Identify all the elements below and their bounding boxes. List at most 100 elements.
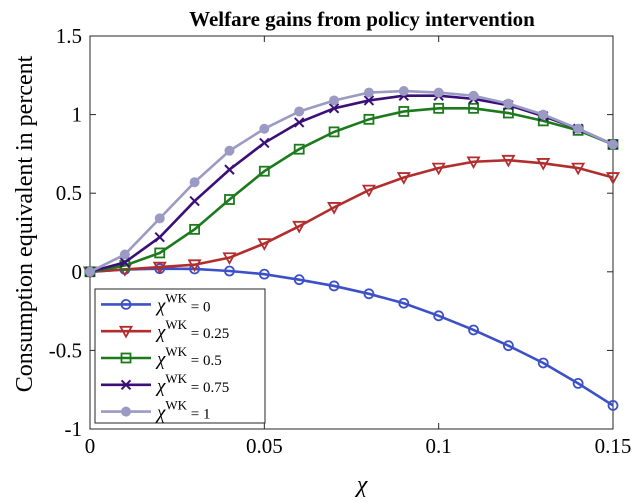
- x-tick-label: 0.1: [426, 434, 452, 458]
- data-point: [398, 297, 410, 309]
- data-point: [85, 266, 95, 277]
- data-point: [189, 195, 200, 207]
- data-point: [327, 202, 342, 215]
- legend-symbol: χ: [155, 349, 166, 370]
- legend-label: χWK = 0.25: [155, 317, 229, 343]
- y-axis-label: Consumption equivalent in percent: [12, 55, 38, 392]
- x-marker-stroke: [363, 95, 375, 106]
- legend-box: [94, 288, 266, 424]
- legend-value: = 0.75: [187, 380, 229, 396]
- data-point: [398, 106, 410, 117]
- data-point: [538, 109, 549, 120]
- x-marker-stroke: [154, 232, 165, 243]
- series-1: [82, 154, 621, 280]
- y-tick-label: -0.5: [49, 338, 82, 362]
- legend-symbol: χ: [155, 295, 166, 316]
- data-point: [259, 123, 270, 134]
- axes-frame: [89, 35, 614, 430]
- x-marker-stroke: [189, 195, 200, 207]
- data-point: [468, 90, 479, 101]
- data-point: [466, 156, 481, 170]
- legend-superscript: WK: [165, 344, 187, 359]
- legend-superscript: WK: [165, 371, 187, 386]
- y-tick-label: 0: [72, 260, 83, 284]
- legend-value: = 1: [187, 407, 210, 423]
- legend-marker: [121, 406, 131, 417]
- data-point: [257, 238, 272, 251]
- legend-label: χWK = 1: [155, 398, 211, 424]
- x-marker-stroke: [293, 117, 305, 128]
- data-point: [361, 184, 376, 198]
- data-point: [536, 158, 551, 171]
- x-marker-stroke: [259, 137, 270, 149]
- axis-ticks: 0 0.05 0.1 0.15 -1 -0.5 0 0.5 1 1.5: [49, 24, 632, 458]
- data-point: [224, 145, 235, 156]
- series-line: [89, 158, 614, 274]
- data-point: [501, 154, 516, 168]
- data-point: [224, 164, 235, 175]
- data-point: [431, 162, 446, 176]
- data-point: [573, 123, 584, 134]
- data-point: [608, 139, 618, 150]
- legend-symbol: χ: [155, 403, 166, 424]
- data-point: [189, 223, 201, 235]
- series-line: [89, 94, 614, 274]
- data-point: [258, 268, 270, 280]
- data-point: [119, 249, 130, 260]
- legend-marker: [120, 298, 132, 310]
- data-point: [363, 87, 374, 98]
- x-axis-label: χ: [355, 472, 369, 498]
- x-marker-stroke: [120, 379, 132, 391]
- legend-superscript: WK: [165, 317, 187, 332]
- data-point: [502, 340, 514, 352]
- legend-superscript: WK: [165, 290, 187, 305]
- legend-value: = 0.25: [187, 326, 229, 342]
- x-tick-label: 0: [85, 434, 96, 458]
- legend-entry: χWK = 0.25: [101, 317, 229, 343]
- data-point: [224, 194, 235, 205]
- data-point: [328, 126, 340, 138]
- data-point: [222, 252, 237, 266]
- data-point: [294, 106, 305, 117]
- data-point: [293, 117, 305, 128]
- legend-value: = 0.5: [187, 353, 222, 369]
- data-point: [398, 86, 409, 97]
- legend-value: = 0: [187, 299, 210, 315]
- data-point: [363, 95, 375, 106]
- chart-title: Welfare gains from policy intervention: [189, 7, 535, 31]
- series-line: [89, 107, 614, 274]
- data-point: [468, 102, 479, 114]
- legend-marker: [118, 325, 134, 339]
- series-4: [85, 86, 618, 277]
- legend-label: χWK = 0.5: [155, 344, 222, 370]
- data-point: [154, 247, 166, 259]
- plot-area: [82, 86, 621, 411]
- series-line: [89, 267, 614, 407]
- data-point: [152, 261, 167, 275]
- data-point: [328, 280, 340, 292]
- data-point: [468, 324, 479, 336]
- data-point: [328, 103, 340, 114]
- data-point: [189, 177, 200, 188]
- legend-symbol: χ: [155, 322, 166, 343]
- data-point: [433, 310, 445, 322]
- data-point: [572, 378, 584, 389]
- data-point: [363, 288, 375, 300]
- legend-label: χWK = 0: [155, 290, 211, 316]
- data-point: [605, 172, 621, 185]
- data-point: [187, 259, 202, 273]
- legend-symbol: χ: [155, 376, 166, 397]
- x-tick-label: 0.15: [595, 434, 632, 458]
- legend-entry: χWK = 1: [101, 398, 211, 424]
- legend-entry: χWK = 0: [101, 290, 211, 316]
- legend-entry: χWK = 0.5: [101, 344, 222, 370]
- y-tick-label: 1.5: [56, 24, 82, 48]
- data-point: [259, 137, 270, 149]
- data-point: [396, 172, 411, 185]
- data-point: [363, 113, 375, 125]
- legend-superscript: WK: [165, 398, 187, 413]
- series-2: [84, 102, 619, 278]
- data-point: [537, 357, 549, 369]
